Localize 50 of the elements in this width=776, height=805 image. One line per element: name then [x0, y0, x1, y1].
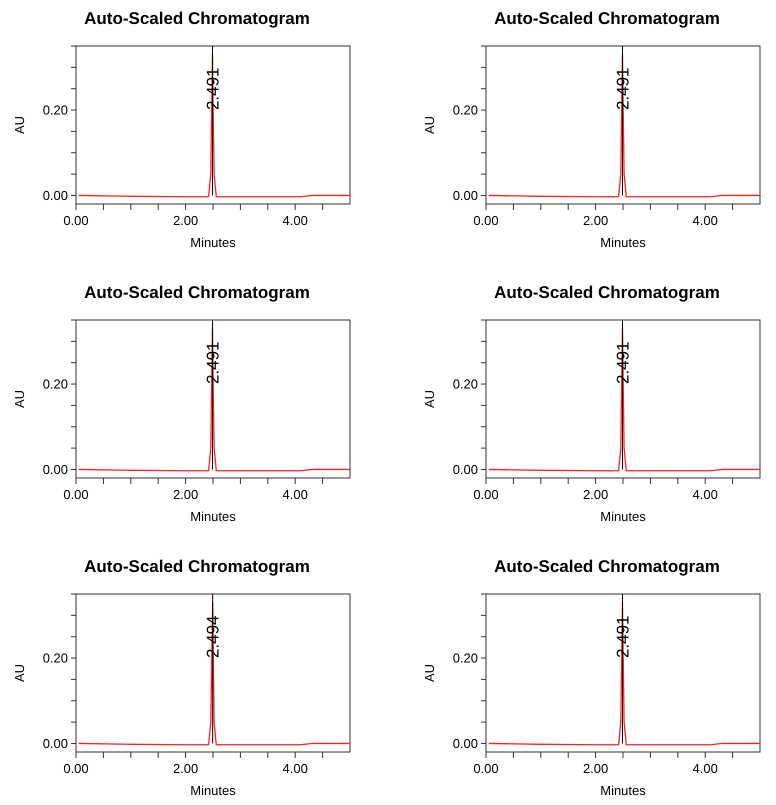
- y-tick-label: 0.00: [452, 462, 478, 478]
- x-tick-label: 4.00: [692, 761, 718, 776]
- x-axis-title: Minutes: [190, 783, 236, 798]
- chart-title: Auto-Scaled Chromatogram: [84, 557, 310, 576]
- chart-title: Auto-Scaled Chromatogram: [84, 9, 310, 28]
- x-axis-title: Minutes: [600, 783, 646, 798]
- y-axis-title: AU: [12, 390, 27, 408]
- x-axis-title: Minutes: [190, 509, 236, 524]
- y-tick-label: 0.20: [42, 376, 68, 392]
- x-tick-label: 4.00: [692, 213, 718, 228]
- x-tick-label: 2.00: [172, 761, 198, 776]
- y-axis-title: AU: [12, 116, 27, 134]
- x-tick-label: 2.00: [172, 487, 198, 502]
- y-tick-label: 0.00: [42, 462, 68, 478]
- y-tick-label: 0.00: [42, 736, 68, 752]
- chart-title: Auto-Scaled Chromatogram: [494, 9, 720, 28]
- y-tick-label: 0.00: [452, 188, 478, 204]
- x-tick-label: 0.00: [63, 213, 89, 228]
- y-tick-label: 0.20: [42, 650, 68, 666]
- chart-title: Auto-Scaled Chromatogram: [494, 557, 720, 576]
- x-axis-title: Minutes: [600, 235, 646, 250]
- x-tick-label: 4.00: [282, 487, 308, 502]
- y-axis-title: AU: [12, 664, 27, 682]
- y-tick-label: 0.20: [452, 102, 478, 118]
- chart-title: Auto-Scaled Chromatogram: [494, 283, 720, 302]
- x-axis-title: Minutes: [600, 509, 646, 524]
- x-tick-label: 2.00: [582, 761, 608, 776]
- y-axis-title: AU: [422, 116, 437, 134]
- x-tick-label: 4.00: [282, 213, 308, 228]
- ref-line-label: 2.494: [204, 616, 223, 658]
- y-axis-title: AU: [422, 664, 437, 682]
- x-tick-label: 2.00: [172, 213, 198, 228]
- chart-title: Auto-Scaled Chromatogram: [84, 283, 310, 302]
- y-axis-title: AU: [422, 390, 437, 408]
- x-tick-label: 0.00: [63, 487, 89, 502]
- x-tick-label: 2.00: [582, 487, 608, 502]
- x-axis-title: Minutes: [190, 235, 236, 250]
- y-tick-label: 0.20: [452, 376, 478, 392]
- y-tick-label: 0.00: [42, 188, 68, 204]
- x-tick-label: 2.00: [582, 213, 608, 228]
- y-tick-label: 0.20: [452, 650, 478, 666]
- y-tick-label: 0.00: [452, 736, 478, 752]
- y-tick-label: 0.20: [42, 102, 68, 118]
- x-tick-label: 0.00: [473, 213, 499, 228]
- x-tick-label: 0.00: [63, 761, 89, 776]
- x-tick-label: 4.00: [282, 761, 308, 776]
- x-tick-label: 0.00: [473, 487, 499, 502]
- x-tick-label: 0.00: [473, 761, 499, 776]
- x-tick-label: 4.00: [692, 487, 718, 502]
- line-series: [78, 602, 351, 746]
